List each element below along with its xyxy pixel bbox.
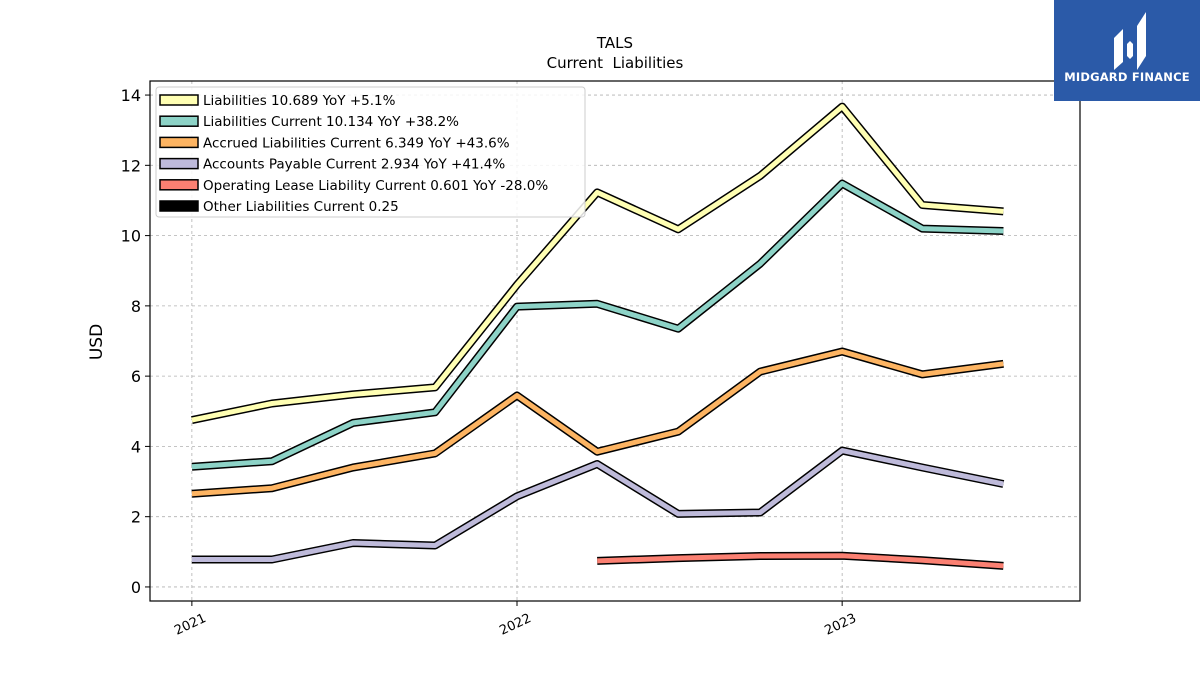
series-line-accrued-liabilities-current [191,349,1004,497]
brand-logo: MIDGARD FINANCE [1054,0,1200,101]
series-layer [191,102,1005,570]
x-tick-label: 2023 [823,611,859,639]
series-outline-accrued-liabilities-current [191,347,1004,498]
legend-entry: Accrued Liabilities Current 6.349 YoY +4… [203,135,510,151]
legend-swatch [159,200,199,212]
legend-entry: Liabilities Current 10.134 YoY +38.2% [203,114,459,130]
y-tick-label: 6 [131,367,141,386]
x-tick-label: 2021 [172,611,208,639]
legend-box [155,86,586,218]
legend-swatch [159,157,199,170]
legend-entry: Accounts Payable Current 2.934 YoY +41.4… [203,157,505,173]
chart-title: TALS [596,34,633,52]
brand-name: MIDGARD FINANCE [1064,70,1190,84]
y-tick-label: 0 [131,578,141,597]
series-line-operating-lease-liability-current [597,553,1004,569]
y-tick-label: 12 [121,156,141,175]
y-axis-label: USD [87,324,107,360]
series-line-liabilities-current [191,181,1004,470]
legend-swatch [159,115,199,127]
y-tick-label: 14 [121,86,141,105]
axes: 0 2 4 6 8 10 12 14 2021 2022 2023 [121,86,859,639]
x-tick-label: 2022 [497,611,533,639]
y-tick-label: 10 [121,227,141,246]
plot-frame [149,80,1081,602]
series-outline-liabilities-current [191,179,1004,471]
y-tick-label: 4 [131,437,141,456]
brand-mark-icon [1114,12,1146,70]
legend-entry: Other Liabilities Current 0.25 [203,199,399,215]
legend-entry: Liabilities 10.689 YoY +5.1% [203,93,396,109]
series-line-liabilities [191,104,1004,423]
chart-subtitle: Current Liabilities [547,54,684,72]
y-tick-label: 8 [131,297,141,316]
legend: Liabilities 10.689 YoY +5.1% Liabilities … [155,86,586,218]
legend-swatch [159,136,199,149]
legend-swatch [159,94,199,106]
y-tick-label: 2 [131,508,141,527]
series-line-accounts-payable-current [191,448,1004,562]
legend-entry: Operating Lease Liability Current 0.601 … [203,178,548,194]
legend-swatch [159,179,199,191]
